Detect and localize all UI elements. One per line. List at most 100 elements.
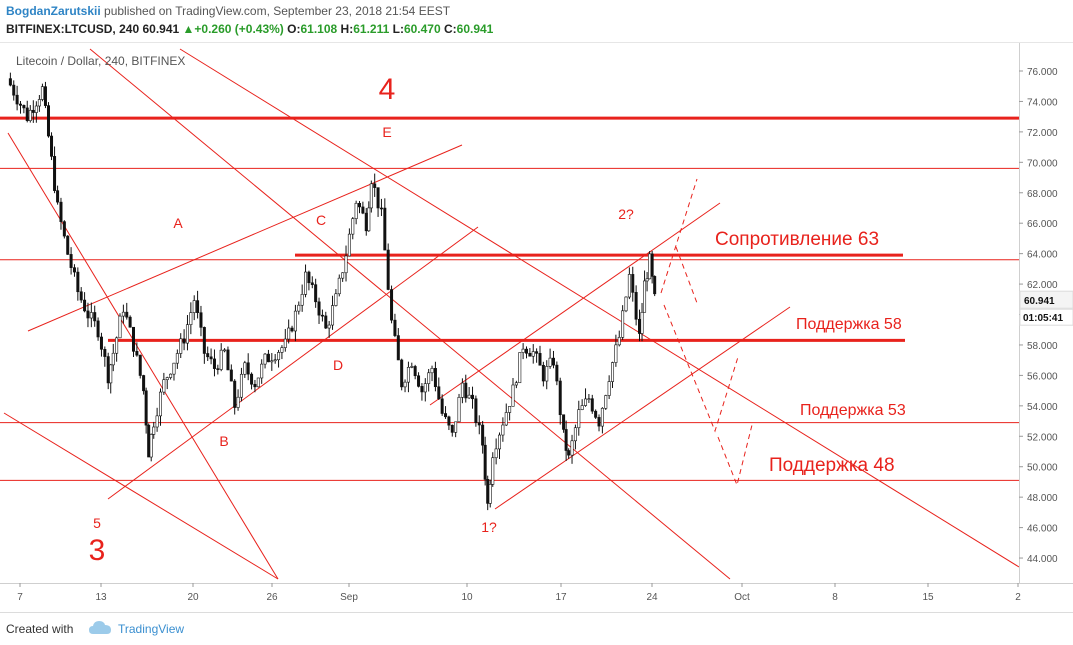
candle-body [498,434,502,450]
candle-body [317,301,321,316]
candle-body [233,380,237,408]
candle-body [369,183,373,209]
candle-body [614,344,618,363]
trend-line [7,132,279,580]
candle-body [587,398,591,400]
candle-body [648,253,652,280]
y-tick-label: 74.000 [1027,97,1058,108]
candle-body [31,109,35,113]
symbol-ohlc-bar: BITFINEX:LTCUSD, 240 60.941 ▲+0.260 (+0.… [6,22,493,36]
candle-body [135,351,139,356]
candle-body [256,377,260,388]
candle-body [577,409,581,429]
wave-label: 3 [89,534,106,567]
candle-body [310,282,314,285]
candle-body [50,135,54,157]
candle-body [56,190,60,203]
candle-body [18,103,22,106]
candle-body [535,351,539,354]
candle-body [327,324,331,329]
candle-body [15,94,19,105]
candle-body [545,366,549,382]
candle-body [511,384,515,407]
wave-label: C [316,212,326,228]
candle-body [361,206,365,214]
trend-line [27,144,463,332]
candle-body [96,320,100,338]
trend-line [89,48,731,580]
candle-body [373,183,377,188]
candle-body [277,352,281,361]
trend-line [429,202,721,406]
candle-body [40,86,44,100]
candle-body [645,278,649,282]
y-tick-label: 62.000 [1027,280,1058,291]
candle-body [147,424,151,458]
candle-body [590,398,594,412]
x-tick-label: 15 [922,592,934,603]
candle-body [444,413,448,418]
plot-background [0,43,1019,583]
y-tick-label: 66.000 [1027,219,1058,230]
candle-body [239,373,243,398]
candle-body [564,429,568,451]
candle-body [121,311,125,317]
candle-body [494,448,498,459]
candle-body [66,235,70,255]
tradingview-cloud-icon[interactable] [88,619,112,637]
candle-body [396,335,400,361]
candle-body [627,274,631,298]
candle-body [351,218,355,235]
candle-body [364,212,368,232]
trend-line [3,412,279,580]
candle-body [273,359,277,362]
candle-body [594,410,598,418]
candle-body [206,353,210,358]
candle-body [403,381,407,388]
candle-body [37,99,41,107]
candle-body [260,363,264,379]
candle-body [427,372,431,384]
candle-body [300,294,304,306]
candle-body [199,312,203,328]
candle-body [433,368,437,388]
published-text: published on TradingView.com, September … [104,4,451,18]
candle-body [580,405,584,410]
candle-body [62,221,66,237]
candle-body [567,450,571,456]
candle-body [551,357,555,366]
tradingview-link[interactable]: TradingView [118,622,185,636]
candle-body [175,353,179,364]
high-label: H: [340,22,354,36]
x-tick-label: 8 [832,592,838,603]
candle-body [491,457,495,485]
candle-body [331,305,335,326]
candle-body [138,354,142,376]
candle-body [43,86,47,106]
candle-body [604,395,608,409]
author-name[interactable]: BogdanZarutskii [6,4,101,18]
level-label: Поддержка 53 [800,402,906,419]
candle-body [607,381,611,396]
candle-body [454,421,458,433]
candle-body [287,327,291,340]
x-tick-label: 13 [95,592,107,603]
candle-body [611,362,615,382]
candle-body [624,296,628,312]
candle-body [283,338,287,348]
wave-label: E [382,124,391,140]
candle-body [514,382,518,386]
candle-body [555,364,559,382]
candle-body [125,311,129,318]
candle-body [162,379,166,393]
candle-body [400,359,404,388]
candle-body [229,369,233,382]
candle-body [182,338,186,344]
x-tick-label: 24 [646,592,658,603]
chart-canvas[interactable]: Litecoin / Dollar, 240, BITFINEX Сопротив… [0,43,1073,611]
candle-body [189,312,193,325]
candle-body [504,412,508,426]
candle-body [358,202,362,208]
candle-body [152,426,156,435]
price-chart[interactable]: Litecoin / Dollar, 240, BITFINEX Сопротив… [0,42,1073,611]
